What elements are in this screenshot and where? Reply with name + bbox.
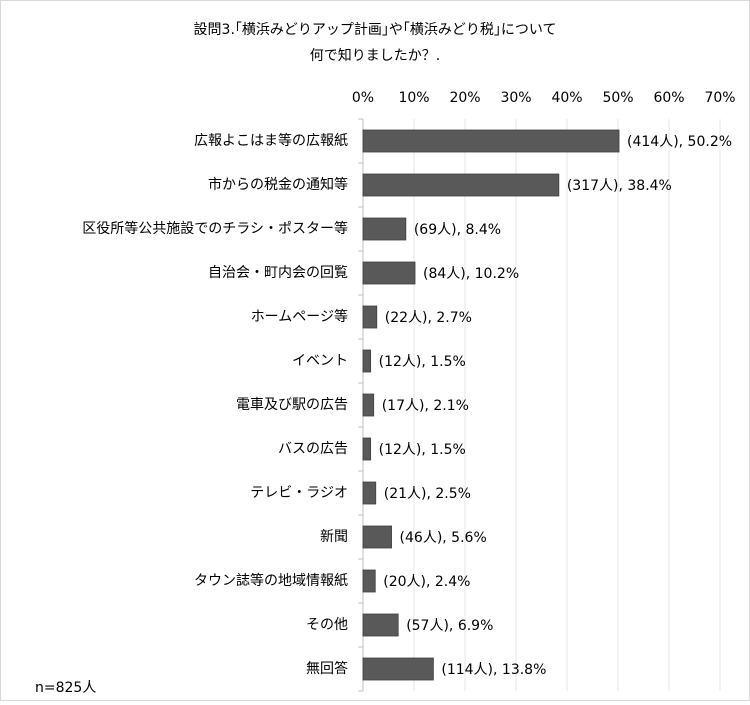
y-tick-label: 無回答 <box>306 660 348 677</box>
bar <box>362 393 375 417</box>
bar <box>362 305 378 329</box>
data-label: (114人), 13.8% <box>441 662 546 678</box>
chart-title: 設問3.｢横浜みどりアップ計画｣や｢横浜みどり税｣について <box>194 22 557 38</box>
note: n=825人 <box>35 680 96 696</box>
data-label: (84人), 10.2% <box>423 266 519 282</box>
x-tick-label: 70% <box>704 90 735 106</box>
data-label: (12人), 1.5% <box>379 442 466 458</box>
y-tick-label: その他 <box>306 617 348 633</box>
bar <box>362 613 399 637</box>
bar <box>362 173 560 197</box>
bar <box>362 481 377 505</box>
bar <box>362 261 416 285</box>
data-label: (22人), 2.7% <box>385 310 472 326</box>
chart-title: 何で知りましたか？. <box>310 47 440 64</box>
bar <box>362 217 407 241</box>
x-tick-label: 30% <box>500 90 531 106</box>
data-label: (414人), 50.2% <box>627 134 732 150</box>
data-label: (69人), 8.4% <box>414 222 501 238</box>
y-tick-label: 広報よこはま等の広報紙 <box>194 132 348 149</box>
y-tick-label: 電車及び駅の広告 <box>236 396 348 413</box>
data-label: (57人), 6.9% <box>406 618 493 634</box>
y-tick-label: バスの広告 <box>278 441 348 457</box>
bar <box>362 525 392 549</box>
y-tick-label: テレビ・ラジオ <box>250 485 348 501</box>
x-tick-label: 20% <box>449 90 480 106</box>
x-tick-label: 60% <box>653 90 684 106</box>
x-tick-label: 50% <box>602 90 633 106</box>
data-label: (46人), 5.6% <box>400 530 487 546</box>
bar <box>362 657 434 681</box>
y-tick-label: 新聞 <box>320 529 348 545</box>
x-tick-label: 40% <box>551 90 582 106</box>
x-tick-label: 0% <box>352 90 374 106</box>
data-label: (17人), 2.1% <box>382 398 469 414</box>
data-label: (317人), 38.4% <box>567 178 672 194</box>
y-tick-label: イベント <box>292 353 348 369</box>
y-tick-label: ホームページ等 <box>251 308 348 325</box>
y-tick-label: 区役所等公共施設でのチラシ・ポスター等 <box>82 220 348 237</box>
data-label: (21人), 2.5% <box>384 486 471 502</box>
bar <box>362 349 372 373</box>
y-tick-label: タウン誌等の地域情報紙 <box>194 572 348 589</box>
bar <box>362 569 376 593</box>
data-label: (12人), 1.5% <box>379 354 466 370</box>
x-tick-label: 10% <box>398 90 429 106</box>
y-tick-label: 自治会・町内会の回覧 <box>208 264 348 281</box>
data-label: (20人), 2.4% <box>383 574 470 590</box>
bar <box>362 437 372 461</box>
y-tick-label: 市からの税金の通知等 <box>208 176 348 193</box>
bar <box>362 129 620 153</box>
